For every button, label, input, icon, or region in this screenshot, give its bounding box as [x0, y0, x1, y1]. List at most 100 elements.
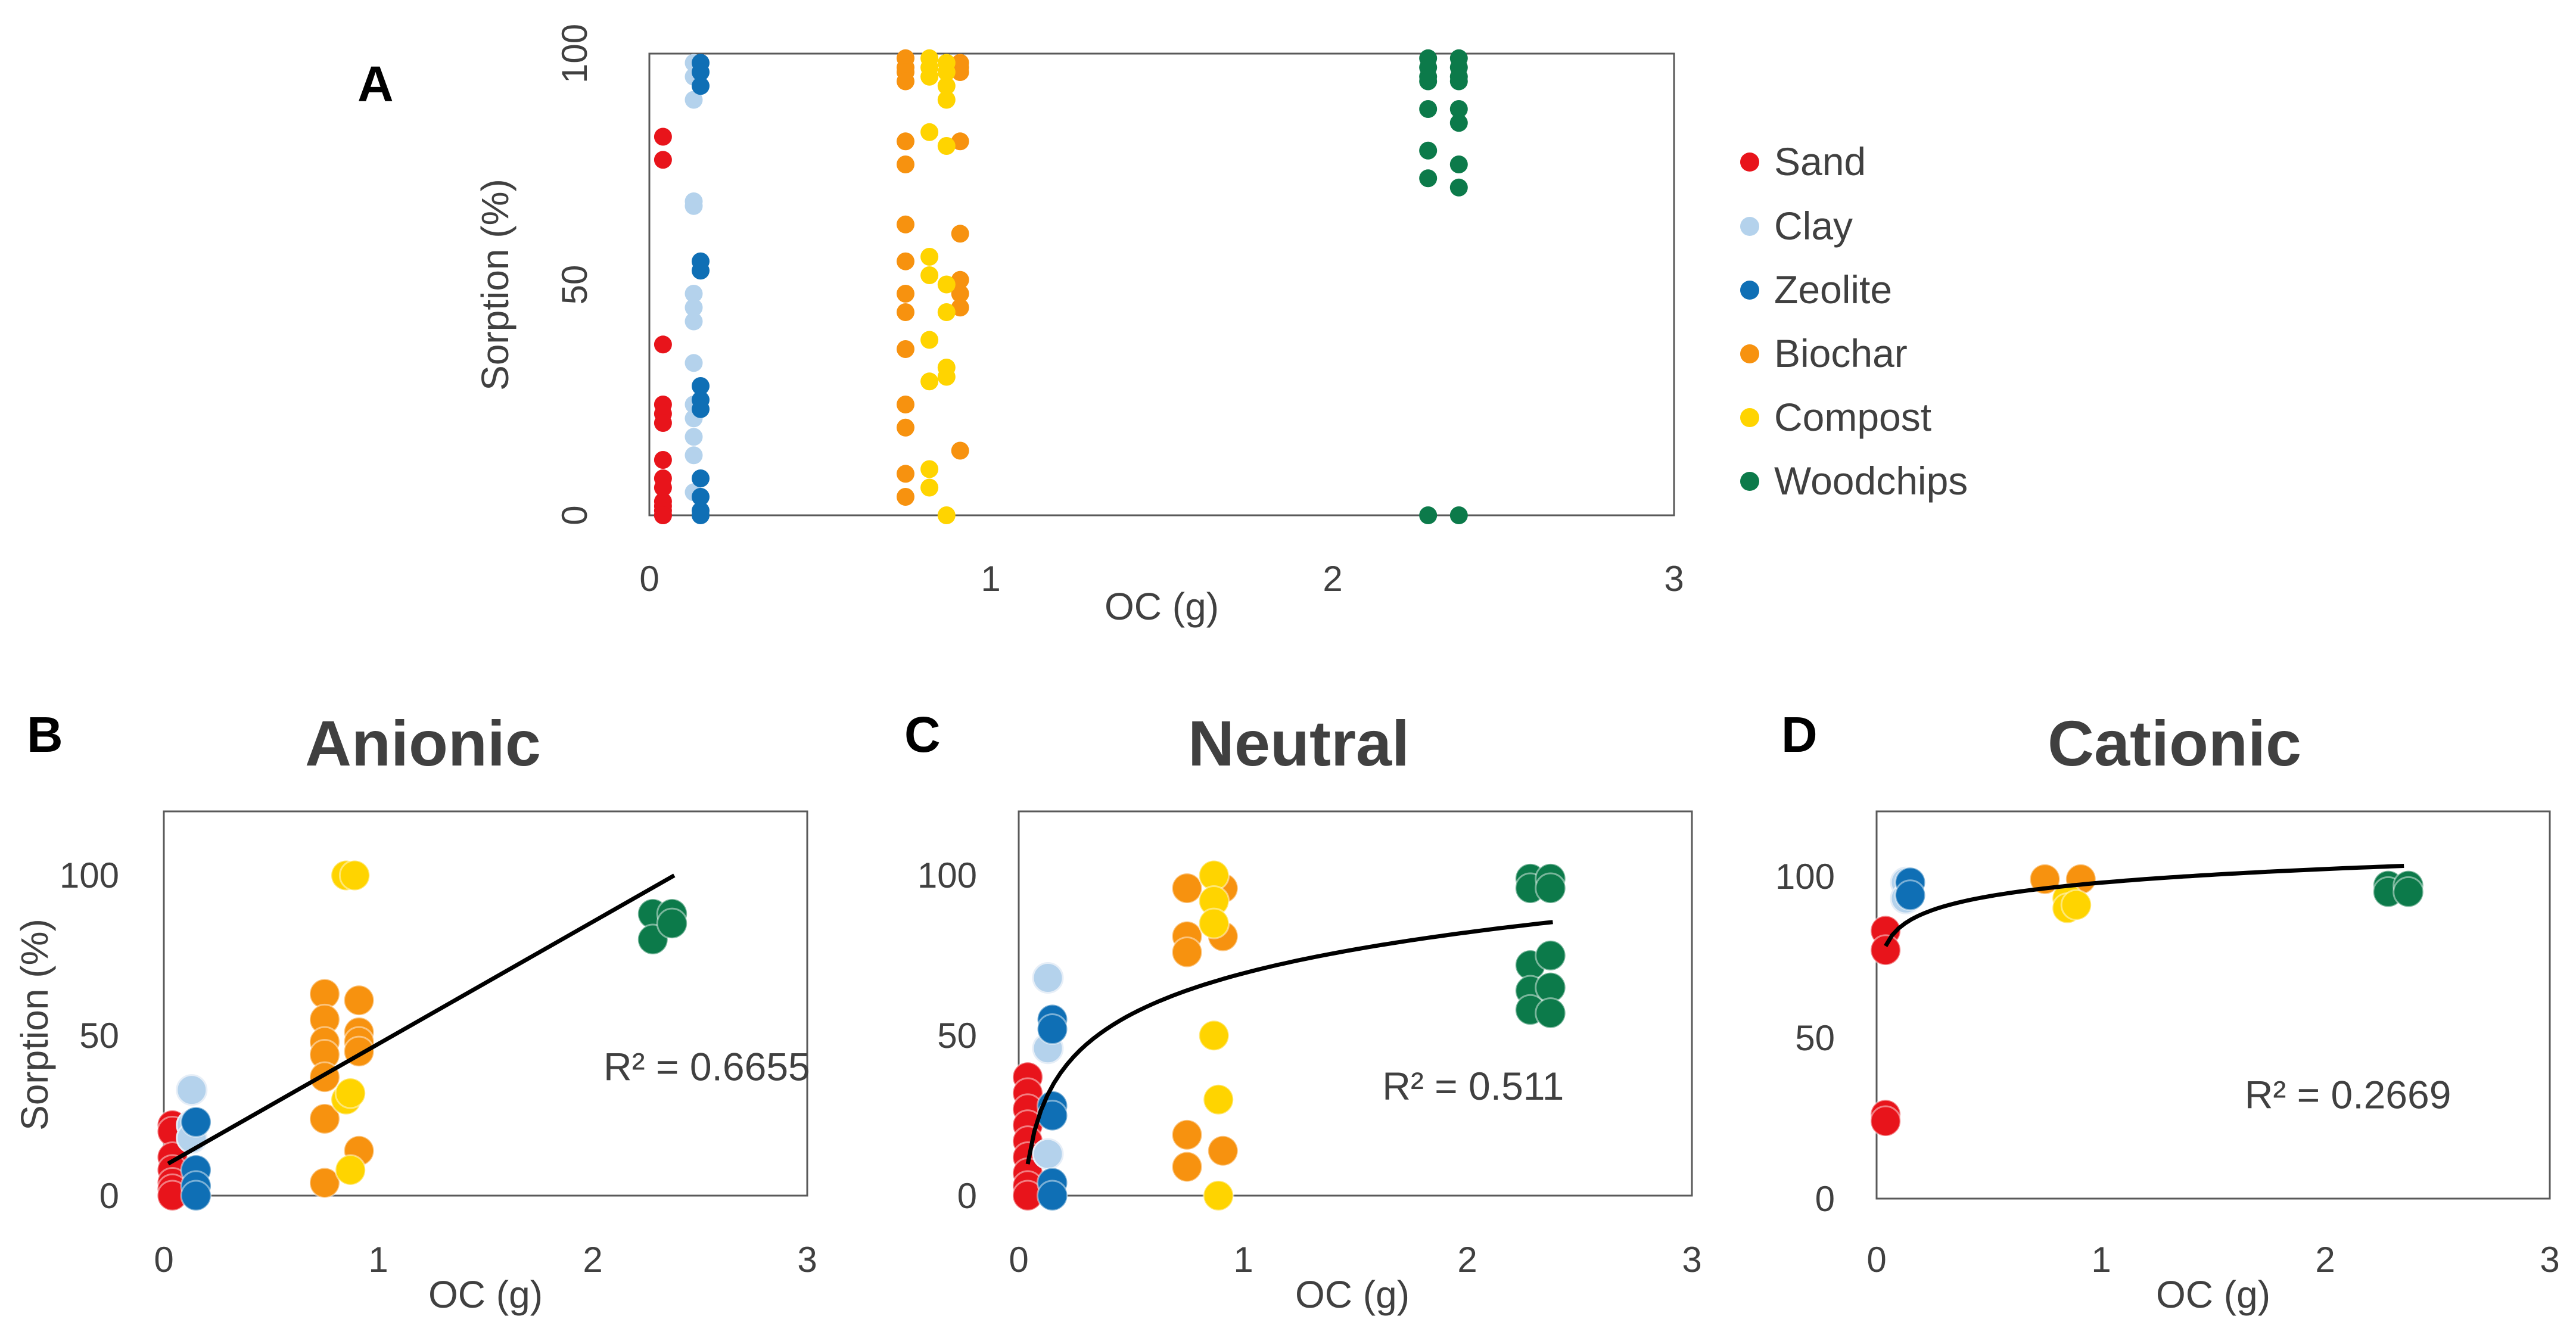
panel-a-point-biochar — [897, 303, 914, 321]
panel-a-point-zeolite — [692, 63, 710, 81]
panel-b-point-compost — [334, 1077, 366, 1109]
panel-a-point-clay — [685, 428, 703, 446]
panel-a-point-biochar — [897, 396, 914, 413]
panel-a-point-woodchips — [1419, 506, 1438, 524]
panel-d-label: D — [1781, 707, 1818, 763]
panel-a-point-clay — [685, 197, 703, 215]
legend-marker-sand — [1740, 153, 1759, 172]
panel-b-point-compost — [334, 1154, 366, 1186]
panel-d: D Cationic 0 1 2 3 0 50 100 OC (g) R² = … — [1775, 707, 2560, 1316]
panel-a-point-sand — [654, 506, 672, 524]
panel-c-point-woodchips — [1535, 872, 1567, 904]
panel-c-point-clay — [1032, 962, 1064, 994]
panel-d-data-points — [1869, 863, 2425, 1137]
panel-b-trendline — [167, 873, 676, 1166]
legend-item-compost: Compost — [1740, 395, 1931, 439]
panel-a-ytick-0: 0 — [555, 505, 595, 525]
panel-c-xlabel: OC (g) — [1295, 1273, 1410, 1316]
panel-b: B Anionic 0 1 2 3 0 50 100 OC (g) Sorpti… — [13, 707, 817, 1316]
panel-a-xtick-3: 3 — [1664, 559, 1684, 599]
panel-c-label: C — [904, 707, 941, 763]
panel-a-point-biochar — [951, 441, 969, 460]
panel-a-point-clay — [685, 446, 703, 465]
panel-a-point-clay — [685, 298, 703, 317]
panel-b-point-woodchips — [656, 907, 688, 939]
panel-c-ytick-100: 100 — [917, 855, 977, 895]
panel-a-xtick-0: 0 — [639, 559, 659, 599]
panel-c-point-clay — [1032, 1138, 1064, 1170]
panel-a-point-woodchips — [1419, 72, 1438, 91]
panel-c-point-compost — [1202, 1084, 1234, 1116]
legend-item-sand: Sand — [1740, 139, 1866, 183]
panel-c-point-woodchips — [1535, 939, 1567, 972]
panel-a-point-compost — [937, 368, 956, 386]
panel-a-point-clay — [685, 312, 703, 331]
panel-b-point-biochar — [309, 1103, 341, 1135]
panel-d-point-compost — [2060, 889, 2092, 921]
panel-b-xtick-1: 1 — [368, 1240, 388, 1280]
panel-b-xtick-2: 2 — [583, 1240, 602, 1280]
legend-label-compost: Compost — [1774, 395, 1931, 439]
legend-marker-compost — [1740, 408, 1759, 427]
panel-a-point-sand — [654, 478, 672, 497]
panel-a-point-zeolite — [692, 488, 710, 506]
panel-c-plot-area — [1018, 810, 1693, 1197]
legend-marker-biochar — [1740, 344, 1759, 363]
panel-a-point-biochar — [897, 132, 914, 151]
panel-a-point-zeolite — [692, 469, 710, 487]
panel-a-point-biochar — [897, 252, 914, 270]
panel-c-point-biochar — [1171, 1151, 1203, 1183]
panel-c-xtick-0: 0 — [1009, 1240, 1028, 1280]
panel-d-point-woodchips — [2393, 876, 2425, 908]
panel-a-xtick-2: 2 — [1323, 559, 1342, 599]
panel-c-trendline — [1025, 920, 1553, 1165]
panel-a-point-compost — [937, 275, 956, 294]
legend-marker-woodchips — [1740, 472, 1759, 491]
panel-b-point-zeolite — [180, 1180, 212, 1212]
legend: Sand Clay Zeolite Biochar Compost Woodch… — [1740, 139, 1968, 503]
panel-a-point-compost — [937, 91, 956, 109]
panel-c-point-zeolite — [1037, 1180, 1068, 1212]
panel-a-point-zeolite — [692, 400, 710, 418]
panel-c-point-biochar — [1171, 872, 1203, 904]
panel-d-r2-label: R² = 0.2669 — [2245, 1072, 2451, 1116]
panel-a-point-sand — [654, 151, 672, 169]
panel-c-title: Neutral — [1188, 707, 1410, 779]
panel-b-xlabel: OC (g) — [428, 1273, 543, 1316]
panel-a-point-compost — [920, 372, 939, 391]
panel-c-point-zeolite — [1037, 1013, 1068, 1045]
panel-d-xtick-1: 1 — [2091, 1240, 2111, 1280]
panel-c-xtick-2: 2 — [1457, 1240, 1477, 1280]
panel-a-point-compost — [937, 506, 956, 524]
legend-item-woodchips: Woodchips — [1740, 459, 1968, 503]
panel-a-point-compost — [920, 67, 939, 86]
panel-a-point-woodchips — [1449, 72, 1468, 91]
panel-b-xtick-0: 0 — [154, 1240, 173, 1280]
panel-c-point-compost — [1198, 907, 1230, 939]
legend-label-biochar: Biochar — [1774, 331, 1908, 375]
panel-a-point-biochar — [951, 270, 969, 289]
panel-d-point-sand — [1869, 934, 1902, 966]
panel-b-point-biochar — [343, 984, 375, 1016]
panel-a-label: A — [357, 56, 394, 112]
panel-d-ytick-0: 0 — [1815, 1179, 1835, 1219]
panel-d-point-zeolite — [1894, 879, 1926, 911]
legend-item-zeolite: Zeolite — [1740, 267, 1892, 312]
panel-c-point-woodchips — [1535, 997, 1567, 1029]
panel-b-ytick-50: 50 — [79, 1016, 119, 1056]
panel-a-point-zeolite — [692, 377, 710, 395]
panel-a-point-biochar — [897, 488, 914, 506]
panel-c: C Neutral 0 1 2 3 0 50 100 OC (g) R² = 0… — [904, 707, 1702, 1316]
panel-a-point-woodchips — [1449, 114, 1468, 132]
panel-a-point-biochar — [897, 215, 914, 234]
panel-a-point-compost — [920, 460, 939, 478]
panel-a-ytick-50: 50 — [555, 265, 595, 305]
panel-a-xlabel: OC (g) — [1105, 585, 1219, 628]
panel-a-point-compost — [937, 303, 956, 321]
panel-a-point-compost — [920, 123, 939, 141]
panel-c-point-biochar — [1171, 936, 1203, 968]
panel-b-point-clay — [176, 1074, 208, 1106]
panel-a-point-woodchips — [1449, 155, 1468, 173]
panel-b-title: Anionic — [305, 707, 541, 779]
panel-a-point-woodchips — [1449, 100, 1468, 118]
